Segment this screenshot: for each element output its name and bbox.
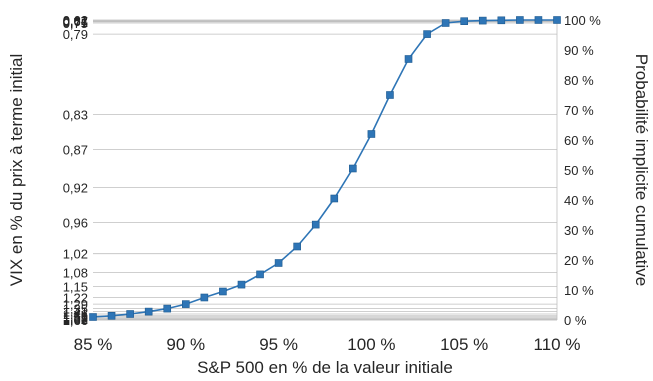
right-tick-label: 30 %: [564, 223, 594, 238]
data-point: [144, 307, 153, 316]
data-point: [330, 194, 339, 203]
gridlines: [93, 19, 558, 321]
left-tick-label: 0,75: [63, 16, 88, 31]
data-point: [534, 16, 543, 24]
data-point: [367, 130, 376, 138]
data-point: [441, 19, 450, 27]
right-tick-label: 100 %: [564, 13, 601, 28]
left-tick-label: 0,96: [63, 216, 88, 231]
x-tick-label: 105 %: [440, 335, 488, 354]
right-tick-label: 70 %: [564, 103, 594, 118]
data-point: [163, 304, 172, 313]
left-tick-label: 1,29: [63, 297, 88, 312]
left-tick-label: 1,08: [63, 266, 88, 281]
left-tick-label: 0,87: [63, 143, 88, 158]
data-point: [404, 55, 413, 63]
x-tick-label: 85 %: [74, 335, 113, 354]
data-point: [460, 17, 469, 26]
left-tick-label: 1,35: [63, 302, 88, 317]
right-tick-label: 20 %: [564, 253, 594, 268]
x-tick-label: 100 %: [347, 335, 395, 354]
data-point: [107, 311, 116, 320]
left-tick-label: 1,62: [63, 312, 88, 327]
right-tick-label: 60 %: [564, 133, 594, 148]
left-tick-label: 0,64: [63, 14, 88, 29]
left-tick-label: 0,62: [63, 13, 88, 28]
data-point: [478, 16, 487, 25]
left-axis-ticks: 1,661,621,591,551,511,461,411,351,291,22…: [63, 13, 88, 328]
left-tick-label: 1,59: [63, 311, 88, 326]
data-point: [274, 259, 283, 267]
left-tick-label: 0,92: [63, 180, 88, 195]
data-point: [311, 220, 320, 229]
data-point: [200, 293, 209, 302]
right-axis-title: Probabilité implicite cumulative: [632, 54, 651, 286]
left-tick-label: 0,71: [63, 15, 88, 30]
left-tick-label: 1,41: [63, 305, 88, 320]
data-point: [497, 16, 506, 25]
left-tick-label: 1,15: [63, 279, 88, 294]
left-tick-label: 1,66: [63, 313, 88, 328]
left-tick-label: 1,22: [63, 291, 88, 306]
right-tick-label: 10 %: [564, 283, 594, 298]
x-tick-label: 90 %: [166, 335, 205, 354]
left-tick-label: 0,79: [63, 27, 88, 42]
left-tick-label: 1,51: [63, 309, 88, 324]
left-tick-label: 0,83: [63, 108, 88, 123]
right-tick-label: 40 %: [564, 193, 594, 208]
data-point: [423, 30, 431, 38]
series-layer: [89, 16, 561, 321]
left-axis-title: VIX en % du prix à terme initial: [7, 54, 26, 286]
data-point: [256, 270, 264, 279]
right-axis-ticks: 0 % 10 % 20 % 30 % 40 % 50 % 60 % 70 % 80 % 90 % 1…: [564, 13, 601, 328]
x-axis-title: S&P 500 en % de la valeur initiale: [197, 358, 453, 377]
left-tick-label: 0,67: [63, 14, 88, 29]
left-tick-label: 1,46: [63, 307, 88, 322]
right-tick-label: 0 %: [564, 313, 587, 328]
data-point: [126, 310, 134, 318]
x-axis-ticks: 85 % 90 % 95 % 100 % 105 % 110 %: [74, 335, 581, 354]
data-point: [237, 280, 246, 289]
data-point: [293, 242, 301, 251]
data-point: [219, 287, 227, 296]
data-point: [349, 164, 357, 173]
right-tick-label: 50 %: [564, 163, 594, 178]
right-tick-label: 90 %: [564, 43, 594, 58]
x-tick-label: 110 %: [534, 335, 581, 354]
data-point: [182, 300, 190, 308]
x-tick-label: 95 %: [259, 335, 298, 354]
data-point: [386, 91, 394, 99]
right-tick-label: 80 %: [564, 73, 594, 88]
left-tick-label: 1,55: [63, 310, 88, 325]
data-point: [516, 16, 524, 24]
left-tick-label: 1,02: [63, 247, 88, 262]
data-point: [89, 313, 97, 321]
data-point: [553, 16, 561, 24]
